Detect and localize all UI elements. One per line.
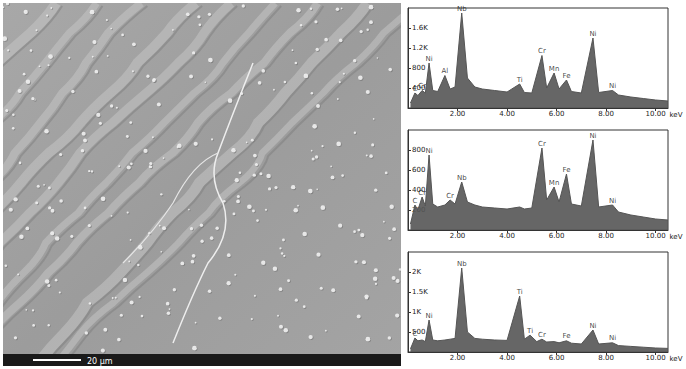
svg-text:C: C <box>412 197 417 205</box>
svg-text:Ni: Ni <box>609 334 616 342</box>
svg-text:6.00: 6.00 <box>549 232 565 240</box>
svg-text:6.00: 6.00 <box>549 354 565 362</box>
svg-text:6.00: 6.00 <box>549 110 565 118</box>
svg-text:2.00: 2.00 <box>450 232 466 240</box>
svg-text:Ni: Ni <box>425 312 432 320</box>
svg-text:10.00: 10.00 <box>646 354 666 362</box>
svg-text:Mn: Mn <box>549 65 559 73</box>
svg-text:500: 500 <box>412 328 426 336</box>
svg-text:1.6K: 1.6K <box>412 24 428 32</box>
svg-text:Ni: Ni <box>425 55 432 63</box>
svg-text:Ni: Ni <box>589 322 596 330</box>
svg-text:Nb: Nb <box>457 174 467 182</box>
svg-text:Ti: Ti <box>516 76 523 84</box>
svg-text:20 μm: 20 μm <box>87 357 113 366</box>
svg-text:4.00: 4.00 <box>499 354 515 362</box>
svg-text:keV: keV <box>670 355 683 363</box>
svg-text:Nb: Nb <box>457 260 467 268</box>
svg-text:Ti: Ti <box>516 288 523 296</box>
svg-text:8.00: 8.00 <box>598 110 614 118</box>
svg-text:Ti: Ti <box>526 327 533 335</box>
svg-text:2.00: 2.00 <box>450 354 466 362</box>
svg-text:C: C <box>412 330 417 338</box>
svg-text:4.00: 4.00 <box>499 232 515 240</box>
svg-text:1.2K: 1.2K <box>412 44 428 52</box>
svg-text:800: 800 <box>412 146 425 154</box>
svg-text:1.5K: 1.5K <box>412 288 428 296</box>
svg-text:Fe: Fe <box>562 166 570 174</box>
svg-text:Fe: Fe <box>562 332 570 340</box>
svg-text:Cr: Cr <box>418 82 426 90</box>
svg-text:Ni: Ni <box>589 30 596 38</box>
svg-text:8.00: 8.00 <box>598 354 614 362</box>
svg-text:keV: keV <box>670 111 683 119</box>
svg-text:Cr: Cr <box>418 189 426 197</box>
svg-text:600: 600 <box>412 166 425 174</box>
svg-text:Cr: Cr <box>538 47 546 55</box>
svg-text:10.00: 10.00 <box>646 232 666 240</box>
svg-text:Ni: Ni <box>425 147 432 155</box>
svg-text:Mn: Mn <box>549 179 559 187</box>
svg-text:Fe: Fe <box>562 72 570 80</box>
svg-text:C: C <box>412 85 417 93</box>
svg-text:Al: Al <box>442 67 449 75</box>
svg-text:Cr: Cr <box>538 140 546 148</box>
svg-text:4.00: 4.00 <box>499 110 515 118</box>
svg-text:Cr: Cr <box>446 192 454 200</box>
svg-text:Cr: Cr <box>538 331 546 339</box>
svg-text:8.00: 8.00 <box>598 232 614 240</box>
svg-text:2K: 2K <box>412 268 421 276</box>
svg-text:Ni: Ni <box>609 82 616 90</box>
svg-text:2.00: 2.00 <box>450 110 466 118</box>
svg-text:1K: 1K <box>412 308 421 316</box>
svg-text:keV: keV <box>670 233 683 241</box>
svg-text:Nb: Nb <box>457 5 467 13</box>
svg-text:Ni: Ni <box>589 132 596 140</box>
svg-text:10.00: 10.00 <box>646 110 666 118</box>
svg-text:800: 800 <box>412 64 425 72</box>
svg-text:Ni: Ni <box>609 197 616 205</box>
